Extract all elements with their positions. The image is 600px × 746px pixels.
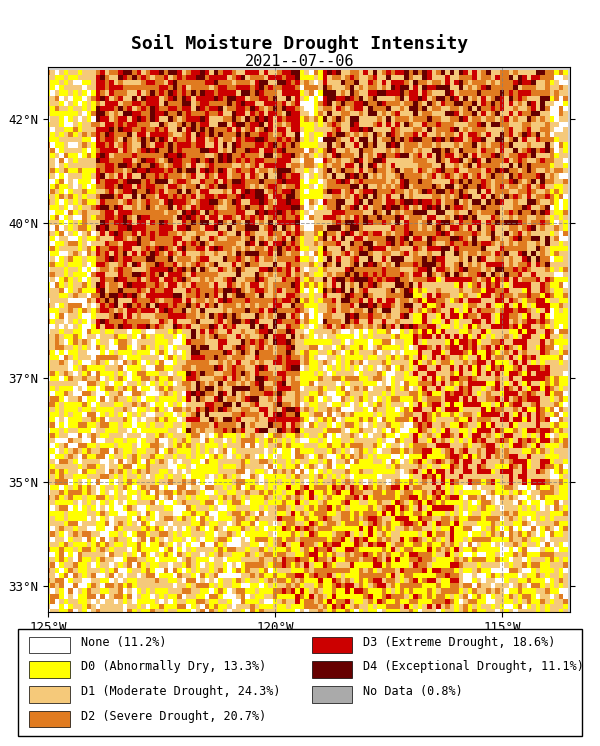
- FancyBboxPatch shape: [311, 661, 352, 678]
- Text: No Data (0.8%): No Data (0.8%): [364, 685, 463, 698]
- Text: Soil Moisture Drought Intensity: Soil Moisture Drought Intensity: [131, 34, 469, 52]
- Text: D1 (Moderate Drought, 24.3%): D1 (Moderate Drought, 24.3%): [81, 685, 281, 698]
- FancyBboxPatch shape: [29, 661, 70, 678]
- FancyBboxPatch shape: [311, 686, 352, 703]
- Text: None (11.2%): None (11.2%): [81, 636, 167, 649]
- FancyBboxPatch shape: [29, 710, 70, 727]
- FancyBboxPatch shape: [29, 686, 70, 703]
- Text: 2021--07--06: 2021--07--06: [245, 54, 355, 69]
- FancyBboxPatch shape: [18, 629, 582, 736]
- Text: D3 (Extreme Drought, 18.6%): D3 (Extreme Drought, 18.6%): [364, 636, 556, 649]
- FancyBboxPatch shape: [311, 637, 352, 653]
- Text: D4 (Exceptional Drought, 11.1%): D4 (Exceptional Drought, 11.1%): [364, 660, 584, 674]
- FancyBboxPatch shape: [29, 637, 70, 653]
- Text: D2 (Severe Drought, 20.7%): D2 (Severe Drought, 20.7%): [81, 709, 266, 723]
- Text: D0 (Abnormally Dry, 13.3%): D0 (Abnormally Dry, 13.3%): [81, 660, 266, 674]
